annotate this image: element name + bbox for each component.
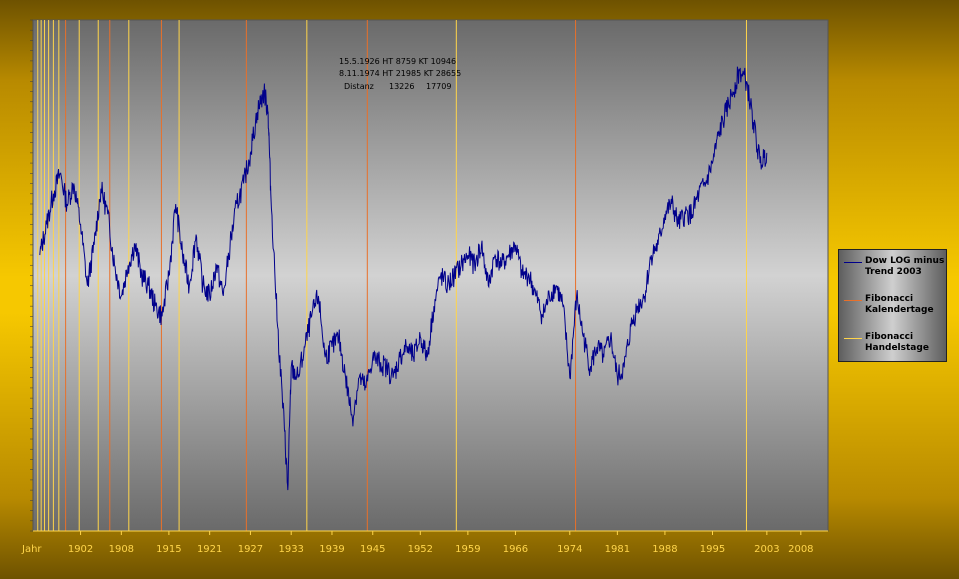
x-tick-label-1981: 1981 <box>605 544 630 555</box>
x-tick-label-1933: 1933 <box>278 544 303 555</box>
legend-label-handelstage: Fibonacci Handelstage <box>865 332 929 353</box>
x-tick-label-1974: 1974 <box>557 544 582 555</box>
fibonacci-handelstage-lines <box>37 20 747 531</box>
legend-swatch-kalendertage <box>844 300 862 301</box>
plot-area <box>32 19 829 532</box>
legend-swatch-handelstage <box>844 338 862 339</box>
x-tick-label-1945: 1945 <box>360 544 385 555</box>
x-tick-label-1908: 1908 <box>109 544 134 555</box>
x-tick-label-1988: 1988 <box>652 544 677 555</box>
x-tick-label-1902: 1902 <box>68 544 93 555</box>
annotation-box: 15.5.1926 HT 8759 KT 10946 8.11.1974 HT … <box>339 57 461 91</box>
x-tick-label-1921: 1921 <box>197 544 222 555</box>
legend-item-dow: Dow LOG minus Trend 2003 <box>839 256 946 282</box>
annotation-distanz-ht: 13226 <box>389 82 414 91</box>
series-dow-log-minus-trend <box>39 66 768 491</box>
x-tick-label-1915: 1915 <box>156 544 181 555</box>
x-tick-label-1959: 1959 <box>455 544 480 555</box>
legend-item-handelstage: Fibonacci Handelstage <box>839 332 946 358</box>
annotation-distanz-kt: 17709 <box>426 82 451 91</box>
x-axis: 1902 1908 1915 1921 1927 1933 1939 1945 1952 1959… <box>21 530 828 555</box>
x-tick-label-1995: 1995 <box>700 544 725 555</box>
x-tick-label-2003: 2003 <box>754 544 779 555</box>
x-tick-label-1939: 1939 <box>319 544 344 555</box>
x-tick-label-1952: 1952 <box>408 544 433 555</box>
y-axis-minor-ticks <box>30 19 33 532</box>
legend-label-kalendertage: Fibonacci Kalendertage <box>865 294 934 315</box>
x-axis-label: Jahr <box>21 544 42 555</box>
annotation-distanz-label: Distanz <box>344 82 374 91</box>
annotation-line-2: 8.11.1974 HT 21985 KT 28655 <box>339 69 461 78</box>
legend-item-kalendertage: Fibonacci Kalendertage <box>839 294 946 320</box>
legend-label-dow: Dow LOG minus Trend 2003 <box>865 256 945 277</box>
x-tick-label-2008: 2008 <box>788 544 813 555</box>
legend-swatch-dow <box>844 262 862 263</box>
fibonacci-kalendertage-lines <box>65 20 577 531</box>
x-tick-label-1927: 1927 <box>238 544 263 555</box>
x-tick-label-1966: 1966 <box>503 544 528 555</box>
legend: Dow LOG minus Trend 2003 Fibonacci Kalen… <box>838 249 947 362</box>
annotation-line-1: 15.5.1926 HT 8759 KT 10946 <box>339 57 456 66</box>
